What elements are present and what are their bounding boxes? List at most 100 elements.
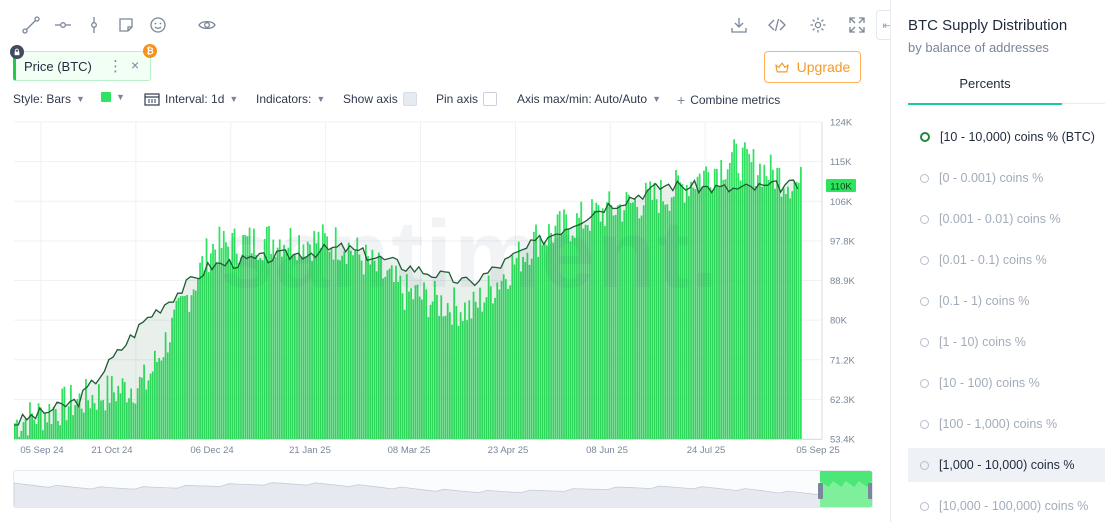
chart-bar [209,253,212,439]
navigator-left-handle[interactable] [818,483,823,499]
navigator-right-handle[interactable] [868,483,872,499]
chart-bar [610,204,613,439]
chart-bar [440,295,443,439]
line-tool-icon[interactable] [20,14,42,36]
chart-bar [647,188,649,439]
chart-bar [97,384,100,439]
indicators-label: Indicators: [256,92,312,106]
metric-item[interactable]: [1 - 10) coins % [908,325,1105,359]
chart-bar [186,294,189,439]
metric-item[interactable]: [10,000 - 100,000) coins % [908,489,1105,522]
metric-item[interactable]: [1,000 - 10,000) coins % [908,448,1105,482]
chart-bar [119,393,122,439]
fullscreen-icon[interactable] [846,14,868,36]
chart-bar [591,199,593,439]
plus-icon: + [677,92,686,108]
show-axis-checkbox[interactable] [402,92,417,106]
horizontal-ray-icon[interactable] [52,14,74,36]
chart-bar [543,241,546,439]
chart-bar [151,371,154,439]
embed-code-icon[interactable] [766,14,788,36]
range-navigator[interactable] [13,470,873,508]
chart-bar [793,182,796,439]
y-tick-label: 124K [830,118,853,129]
chart-bar [504,279,507,439]
chart-bar [558,211,561,439]
chart-bar [780,196,783,439]
pin-axis-checkbox[interactable] [483,92,498,106]
emoji-icon[interactable] [147,14,169,36]
axis-maxmin-select[interactable]: Axis max/min: Auto/Auto ▼ [517,92,661,106]
tab-percents[interactable]: Percents [908,70,1062,105]
chart-bar [93,403,96,439]
chart-bar [356,237,359,439]
chart-bar [257,260,260,439]
chart-bar [304,256,307,439]
chart-bar [767,179,770,439]
chart-bar [309,244,311,439]
upgrade-button[interactable]: Upgrade [764,51,861,83]
metric-item[interactable]: [10 - 10,000) coins % (BTC) [908,120,1105,154]
color-select[interactable]: ▼ [101,92,125,102]
radio-icon [920,173,929,183]
metric-item[interactable]: [0.01 - 0.1) coins % [908,243,1105,277]
vertical-line-icon[interactable] [83,14,105,36]
chart-bar [720,160,723,439]
radio-icon [920,501,929,511]
chart-bar [349,250,352,439]
style-select[interactable]: Style: Bars ▼ [13,92,85,106]
chart-bar [306,241,309,439]
chart-bar [171,317,173,439]
metric-item[interactable]: [0.1 - 1) coins % [908,284,1105,318]
pin-axis-toggle[interactable]: Pin axis [436,92,498,106]
metric-item[interactable]: [100 - 1,000) coins % [908,407,1105,441]
eye-icon[interactable] [196,14,218,36]
interval-select[interactable]: Interval: 1d ▼ [144,92,238,106]
metric-item[interactable]: [10 - 100) coins % [908,366,1105,400]
chart-bar [20,430,23,439]
close-icon[interactable]: × [131,57,140,73]
price-chart[interactable]: 124K 115K 106K 97.8K 88.9K 80K 71.2K 62.3K 53.4K… [0,112,880,462]
chart-bar [425,289,428,439]
chart-bar [685,184,688,439]
chart-bar [492,303,494,439]
chart-bar [461,321,464,439]
chart-bar [537,256,540,439]
chart-bar [330,248,333,439]
navigator-area [14,482,872,507]
chart-bar [494,297,496,439]
chart-bar [377,252,380,439]
chart-bar [782,188,785,439]
pin-axis-label: Pin axis [436,92,479,106]
chart-toolbar [0,8,880,42]
chart-bar [733,139,735,440]
x-tick-label: 08 Mar 25 [388,445,431,456]
metric-item[interactable]: [0 - 0.001) coins % [908,161,1105,195]
chart-bar [121,378,124,439]
chart-bar [181,296,184,439]
chart-bar [748,153,751,440]
chart-bar [169,342,171,439]
more-options-icon[interactable]: ⋮ [108,58,123,75]
radio-icon [920,419,929,429]
chart-bar [791,191,794,439]
chart-bar [205,238,208,439]
metric-chip-price-btc[interactable]: Price (BTC) ⋮ × [13,51,151,81]
collapse-icon: ⇤ [882,19,892,32]
download-icon[interactable] [728,14,750,36]
x-axis: 05 Sep 24 21 Oct 24 06 Dec 24 21 Jan 25 08 M… [14,439,840,456]
chart-bar [784,194,787,439]
metric-item[interactable]: [0.001 - 0.01) coins % [908,202,1105,236]
chart-bar [240,257,242,439]
combine-metrics-button[interactable]: + Combine metrics [677,92,780,108]
radio-icon [920,378,929,388]
note-icon[interactable] [115,14,137,36]
show-axis-toggle[interactable]: Show axis [343,92,417,106]
chart-bar [26,435,29,439]
settings-gear-icon[interactable] [807,14,829,36]
chart-bar [143,364,145,439]
chart-bar [576,213,578,439]
indicators-select[interactable]: Indicators: ▼ [256,92,325,106]
chart-bar [278,239,281,439]
chart-bar [457,325,460,439]
